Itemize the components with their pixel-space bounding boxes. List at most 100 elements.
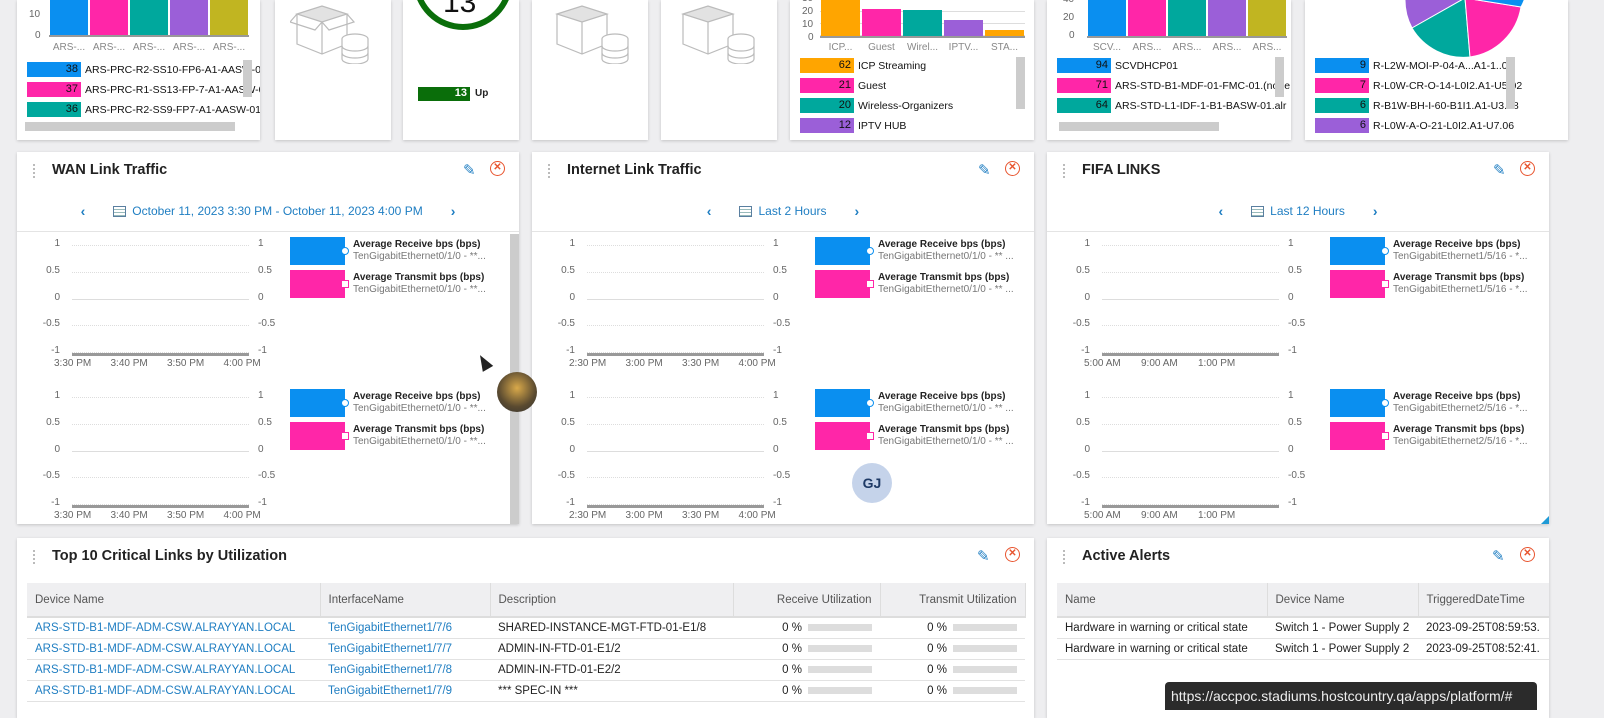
table-row[interactable]: Hardware in warning or critical state Swi… bbox=[1057, 617, 1549, 639]
legend-item[interactable]: 7 R-L0W-CR-O-14-L0I2.A1-U5.02 bbox=[1315, 77, 1522, 94]
user-avatar-initials[interactable]: GJ bbox=[852, 463, 892, 503]
legend-scrollbar[interactable] bbox=[243, 60, 252, 97]
legend-item[interactable]: 36 ARS-PRC-R2-SS9-FP7-A1-AASW-01 bbox=[27, 101, 260, 118]
table-link[interactable]: ARS-STD-B1-MDF-ADM-CSW.ALRAYYAN.LOCAL bbox=[35, 663, 296, 676]
resize-handle[interactable] bbox=[1541, 516, 1549, 524]
legend-h-scrollbar[interactable] bbox=[25, 122, 235, 131]
column-header[interactable]: Device Name bbox=[27, 583, 321, 618]
time-range-picker[interactable]: Last 2 Hours bbox=[739, 204, 827, 218]
legend-receive[interactable]: Average Receive bps (bps) TenGigabitEther… bbox=[815, 237, 1014, 265]
bar[interactable] bbox=[50, 0, 88, 35]
legend-scrollbar[interactable] bbox=[1016, 57, 1025, 109]
column-header[interactable]: TriggeredDateTime bbox=[1418, 583, 1549, 618]
table-row[interactable]: ARS-STD-B1-MDF-ADM-CSW.ALRAYYAN.LOCAL Ten… bbox=[27, 638, 1025, 660]
legend-transmit[interactable]: Average Transmit bps (bps) TenGigabitEthe… bbox=[290, 270, 486, 298]
bar[interactable] bbox=[862, 8, 901, 36]
y-tick-right: 0.5 bbox=[773, 416, 787, 428]
legend-transmit[interactable]: Average Transmit bps (bps) TenGigabitEthe… bbox=[1330, 270, 1528, 298]
drag-handle[interactable] bbox=[1063, 164, 1066, 178]
table-link[interactable]: ARS-STD-B1-MDF-ADM-CSW.ALRAYYAN.LOCAL bbox=[35, 642, 296, 655]
legend-item[interactable]: 94 SCVDHCP01 bbox=[1057, 57, 1178, 74]
column-header[interactable]: Receive Utilization bbox=[733, 583, 881, 618]
chevron-right-icon[interactable]: › bbox=[854, 202, 860, 219]
chevron-right-icon[interactable]: › bbox=[1372, 202, 1378, 219]
column-header[interactable]: Description bbox=[490, 583, 734, 618]
bar[interactable] bbox=[985, 29, 1024, 36]
column-header[interactable]: Device Name bbox=[1267, 583, 1419, 618]
y-tick-left: 1 bbox=[569, 390, 575, 401]
close-icon[interactable]: ✕ bbox=[490, 161, 505, 176]
legend-item[interactable]: 9 R-L2W-MOI-P-04-A...A1-1..00 bbox=[1315, 57, 1513, 74]
legend-receive[interactable]: Average Receive bps (bps) TenGigabitEther… bbox=[1330, 389, 1528, 417]
column-header[interactable]: Name bbox=[1057, 583, 1268, 618]
legend-h-scrollbar[interactable] bbox=[1059, 122, 1219, 131]
y-tick-right: 1 bbox=[258, 238, 264, 249]
user-avatar-photo[interactable] bbox=[497, 372, 537, 412]
legend-scrollbar[interactable] bbox=[1506, 57, 1515, 109]
drag-handle[interactable] bbox=[1063, 550, 1066, 564]
edit-pencil-icon[interactable]: ✎ bbox=[978, 162, 991, 179]
bar[interactable] bbox=[1088, 0, 1126, 36]
table-row[interactable]: Hardware in warning or critical state Swi… bbox=[1057, 638, 1549, 660]
time-range-picker[interactable]: October 11, 2023 3:30 PM - October 11, 2… bbox=[113, 204, 423, 218]
legend-transmit[interactable]: Average Transmit bps (bps) TenGigabitEthe… bbox=[1330, 422, 1528, 450]
legend-receive[interactable]: Average Receive bps (bps) TenGigabitEther… bbox=[1330, 237, 1528, 265]
table-link[interactable]: TenGigabitEthernet1/7/9 bbox=[328, 684, 453, 697]
drag-handle[interactable] bbox=[33, 164, 36, 178]
legend-transmit[interactable]: Average Transmit bps (bps) TenGigabitEthe… bbox=[815, 422, 1014, 450]
table-link[interactable]: ARS-STD-B1-MDF-ADM-CSW.ALRAYYAN.LOCAL bbox=[35, 621, 296, 634]
bar[interactable] bbox=[903, 10, 942, 36]
column-header[interactable]: Transmit Utilization bbox=[880, 583, 1026, 618]
legend-item[interactable]: 62 ICP Streaming bbox=[800, 57, 926, 74]
drag-handle[interactable] bbox=[548, 164, 551, 178]
close-icon[interactable]: ✕ bbox=[1520, 161, 1535, 176]
legend-transmit[interactable]: Average Transmit bps (bps) TenGigabitEthe… bbox=[815, 270, 1014, 298]
bar[interactable] bbox=[1248, 0, 1286, 36]
column-header[interactable]: InterfaceName bbox=[320, 583, 491, 618]
chevron-right-icon[interactable]: › bbox=[450, 202, 456, 219]
bar[interactable] bbox=[1168, 0, 1206, 36]
edit-pencil-icon[interactable]: ✎ bbox=[1493, 162, 1506, 179]
close-icon[interactable]: ✕ bbox=[1005, 547, 1020, 562]
drag-handle[interactable] bbox=[33, 550, 36, 564]
legend-item[interactable]: 12 IPTV HUB bbox=[800, 117, 906, 134]
chevron-left-icon[interactable]: ‹ bbox=[80, 202, 86, 219]
close-icon[interactable]: ✕ bbox=[1520, 547, 1535, 562]
time-range-picker[interactable]: Last 12 Hours bbox=[1251, 204, 1345, 218]
table-row[interactable]: ARS-STD-B1-MDF-ADM-CSW.ALRAYYAN.LOCAL Ten… bbox=[27, 659, 1025, 681]
edit-pencil-icon[interactable]: ✎ bbox=[977, 548, 990, 565]
bar[interactable] bbox=[90, 0, 128, 35]
table-link[interactable]: ARS-STD-B1-MDF-ADM-CSW.ALRAYYAN.LOCAL bbox=[35, 684, 296, 697]
bar[interactable] bbox=[944, 20, 983, 36]
bar[interactable] bbox=[1208, 0, 1246, 36]
edit-pencil-icon[interactable]: ✎ bbox=[1492, 548, 1505, 565]
table-link[interactable]: TenGigabitEthernet1/7/8 bbox=[328, 663, 453, 676]
edit-pencil-icon[interactable]: ✎ bbox=[463, 162, 476, 179]
legend-transmit[interactable]: Average Transmit bps (bps) TenGigabitEthe… bbox=[290, 422, 486, 450]
table-row[interactable]: ARS-STD-B1-MDF-ADM-CSW.ALRAYYAN.LOCAL Ten… bbox=[27, 680, 1025, 702]
chevron-left-icon[interactable]: ‹ bbox=[706, 202, 712, 219]
legend-item[interactable]: 64 ARS-STD-L1-IDF-1-B1-BASW-01.alr bbox=[1057, 97, 1286, 114]
legend-scrollbar[interactable] bbox=[1275, 57, 1284, 97]
table-row[interactable]: ARS-STD-B1-MDF-ADM-CSW.ALRAYYAN.LOCAL Ten… bbox=[27, 617, 1025, 639]
legend-item[interactable]: 37 ARS-PRC-R1-SS13-FP-7-A1-AASW-01 bbox=[27, 81, 260, 98]
legend-item[interactable]: 6 R-L0W-A-O-21-L0I2.A1-U7.06 bbox=[1315, 117, 1514, 134]
bar[interactable] bbox=[130, 0, 168, 35]
bar[interactable] bbox=[210, 0, 248, 35]
chevron-left-icon[interactable]: ‹ bbox=[1218, 202, 1224, 219]
legend-item[interactable]: 71 ARS-STD-B1-MDF-01-FMC-01.(none bbox=[1057, 77, 1290, 94]
y-tick-right: 0.5 bbox=[773, 264, 787, 276]
close-icon[interactable]: ✕ bbox=[1005, 161, 1020, 176]
table-link[interactable]: TenGigabitEthernet1/7/7 bbox=[328, 642, 453, 655]
table-link[interactable]: TenGigabitEthernet1/7/6 bbox=[328, 621, 453, 634]
legend-item[interactable]: 6 R-B1W-BH-I-60-B1I1.A1-U3.08 bbox=[1315, 97, 1519, 114]
legend-item[interactable]: 21 Guest bbox=[800, 77, 886, 94]
bar[interactable] bbox=[170, 0, 208, 35]
bar[interactable] bbox=[1128, 0, 1166, 36]
bar[interactable] bbox=[821, 0, 860, 36]
legend-item[interactable]: 20 Wireless-Organizers bbox=[800, 97, 953, 114]
legend-receive[interactable]: Average Receive bps (bps) TenGigabitEther… bbox=[815, 389, 1014, 417]
legend-receive[interactable]: Average Receive bps (bps) TenGigabitEther… bbox=[290, 237, 486, 265]
legend-item[interactable]: 38 ARS-PRC-R2-SS10-FP6-A1-AASW-01 bbox=[27, 61, 260, 78]
legend-receive[interactable]: Average Receive bps (bps) TenGigabitEther… bbox=[290, 389, 486, 417]
